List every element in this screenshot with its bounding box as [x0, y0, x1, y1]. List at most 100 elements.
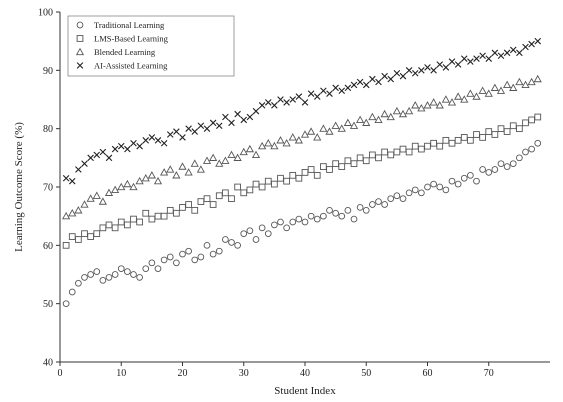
data-point [105, 221, 113, 229]
data-point [277, 96, 284, 103]
data-point [62, 300, 70, 308]
data-point [141, 173, 150, 182]
data-point [387, 75, 395, 83]
data-point [503, 49, 511, 57]
data-point [258, 141, 267, 150]
data-point [380, 109, 389, 118]
data-point [68, 233, 76, 240]
data-point [222, 189, 229, 197]
data-point [411, 69, 419, 77]
data-point [117, 265, 125, 273]
x-marker-stroke [148, 134, 156, 141]
data-point [258, 183, 266, 191]
x-marker-stroke [393, 69, 401, 77]
data-point [393, 148, 401, 156]
x-marker-stroke [68, 177, 76, 185]
data-point [319, 124, 328, 132]
x-marker-stroke [130, 139, 137, 147]
x-marker-stroke [258, 102, 266, 109]
data-point [148, 134, 156, 141]
x-marker-stroke [362, 81, 370, 89]
data-point [271, 180, 278, 188]
x-marker-stroke [271, 102, 278, 109]
data-point [130, 139, 137, 147]
data-point [99, 276, 107, 284]
data-point [411, 101, 420, 109]
data-point [399, 145, 407, 153]
data-point [117, 182, 126, 191]
data-point [338, 163, 346, 170]
data-point [369, 151, 376, 159]
x-marker-stroke [234, 110, 241, 118]
data-point [105, 154, 113, 162]
data-point [350, 160, 358, 168]
data-point [491, 131, 499, 138]
data-point [234, 110, 241, 118]
data-point [246, 186, 254, 194]
data-point [368, 112, 377, 121]
legend: Traditional Learning LMS-Based Learning Bl… [67, 15, 235, 77]
x-tick-label: 20 [178, 368, 188, 379]
data-point [441, 95, 450, 103]
data-point [136, 218, 143, 226]
data-point [240, 116, 248, 124]
data-point [62, 211, 71, 220]
data-point [105, 274, 113, 281]
x-marker-stroke [76, 62, 84, 69]
x-marker-stroke [197, 122, 205, 130]
legend-label: Blended Learning [94, 47, 156, 57]
data-point [479, 134, 486, 141]
y-tick-label: 90 [43, 66, 53, 77]
data-point [251, 150, 261, 159]
data-point [369, 75, 376, 83]
data-point [503, 128, 511, 135]
data-point [87, 233, 94, 240]
data-point [215, 159, 224, 167]
data-point [197, 198, 205, 205]
x-marker-stroke [399, 72, 407, 80]
data-point [252, 107, 260, 115]
data-point [399, 72, 407, 80]
data-point [185, 125, 192, 132]
data-point [454, 180, 462, 188]
data-point [534, 37, 542, 45]
data-point [178, 162, 187, 170]
data-point [228, 119, 235, 127]
data-point [332, 209, 339, 217]
data-point [331, 121, 340, 129]
data-point [160, 139, 168, 147]
data-point [491, 49, 499, 57]
data-point [424, 142, 431, 150]
legend-label: LMS-Based Learning [94, 34, 169, 44]
data-point [104, 188, 114, 196]
data-point [515, 77, 524, 86]
data-point [245, 144, 254, 153]
data-point [222, 113, 229, 121]
data-point [295, 215, 303, 223]
data-point [173, 128, 180, 135]
data-point [124, 145, 131, 153]
legend-label: AI-Assisted Learning [94, 61, 168, 71]
x-marker-stroke [485, 55, 493, 62]
data-point [264, 177, 272, 185]
data-point [448, 139, 456, 147]
data-point [202, 156, 212, 164]
data-point [295, 93, 303, 100]
data-point [307, 212, 315, 220]
x-marker-stroke [93, 151, 101, 159]
data-point [179, 204, 186, 211]
x-marker-stroke [240, 116, 248, 124]
data-point [80, 200, 89, 208]
data-point [173, 259, 180, 267]
data-point [221, 156, 230, 164]
data-point [136, 274, 143, 281]
data-point [349, 121, 359, 129]
data-point [209, 250, 217, 258]
data-point [356, 78, 364, 86]
data-point [246, 227, 254, 235]
data-point [320, 87, 327, 95]
data-point [375, 154, 382, 162]
data-point [343, 118, 352, 126]
legend-marker [76, 21, 84, 29]
x-marker-stroke [381, 72, 388, 80]
